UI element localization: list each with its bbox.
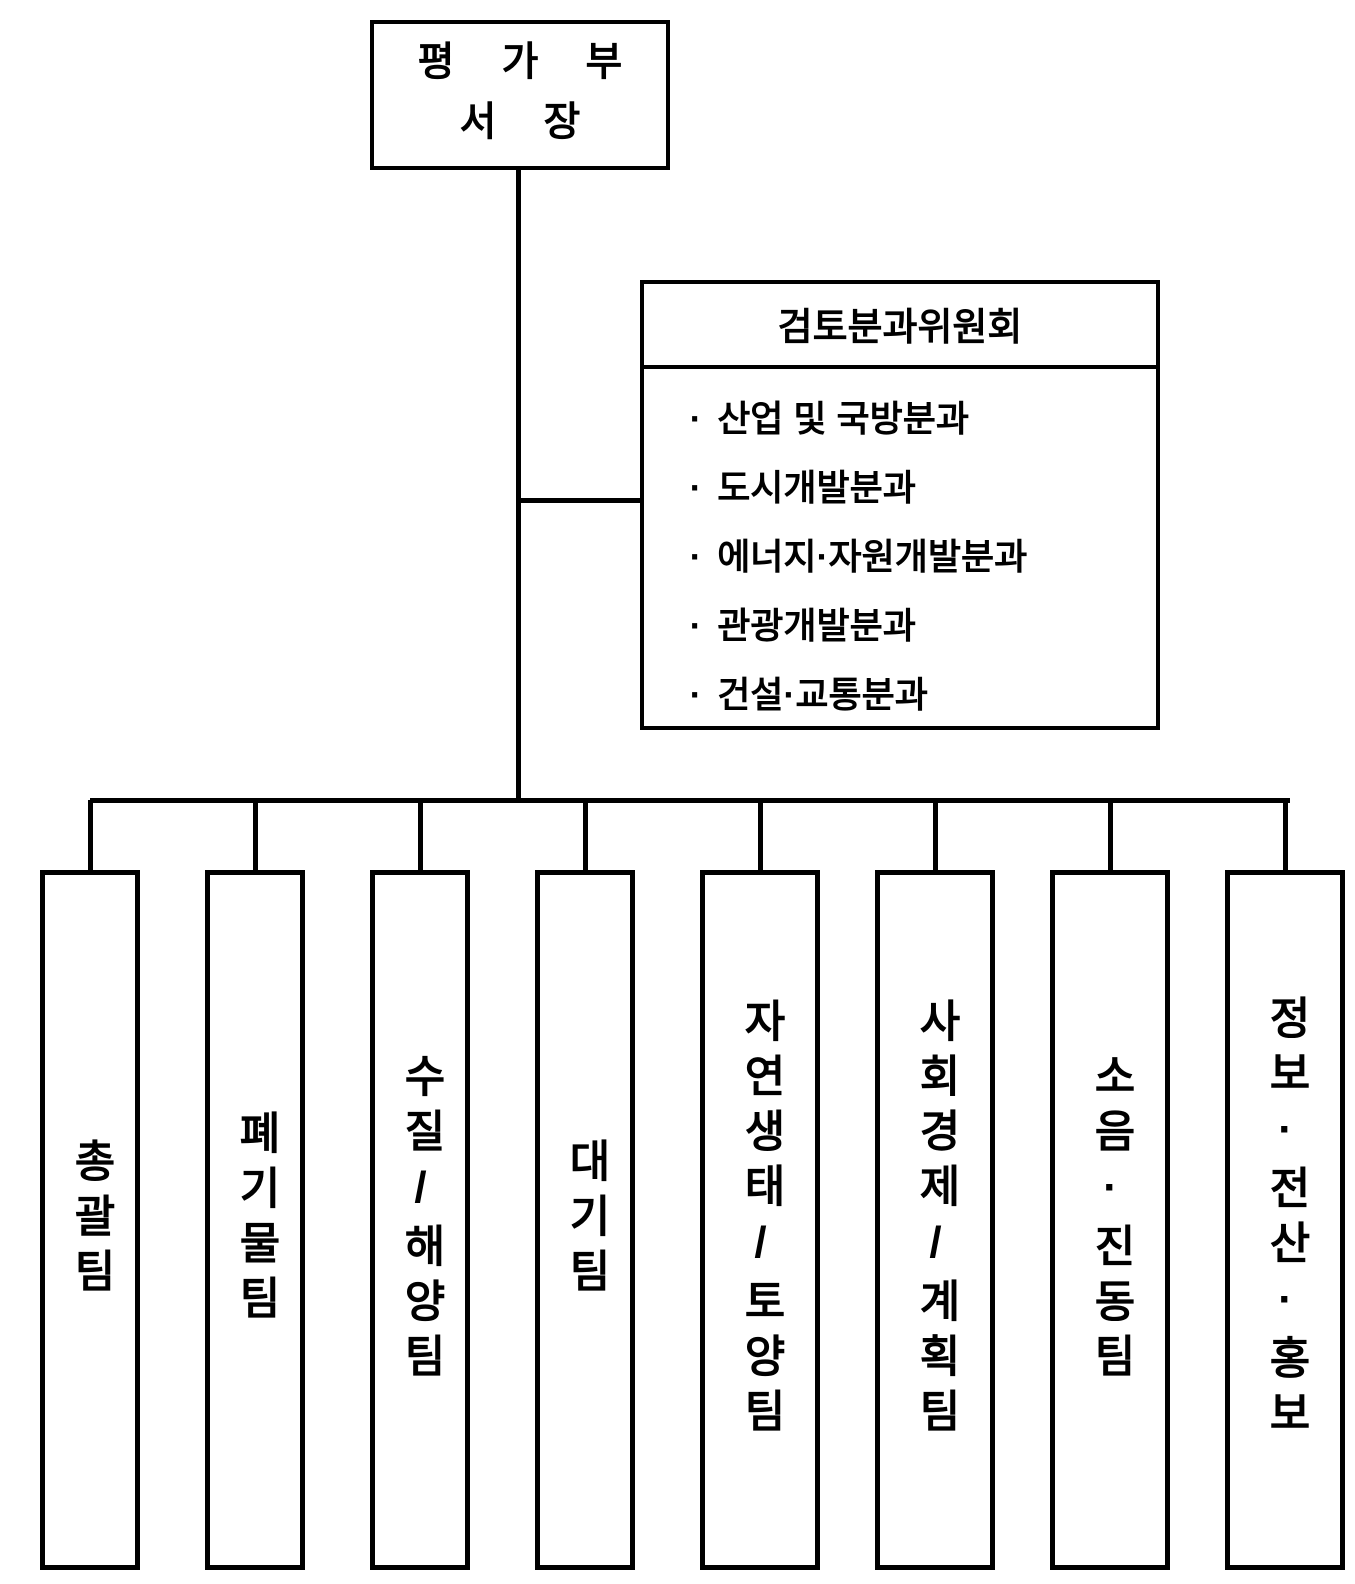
team-node: 사회경제/계획팀: [875, 870, 995, 1570]
connector: [583, 800, 588, 870]
team-label: 폐기물팀: [223, 1110, 287, 1330]
connector: [933, 800, 938, 870]
bullet-icon: ·: [674, 525, 717, 588]
bullet-icon: ·: [674, 594, 717, 657]
committee-item-label: 건설·교통분과: [717, 674, 928, 715]
connector: [1283, 800, 1288, 870]
committee-item-label: 에너지·자원개발분과: [717, 536, 1027, 577]
bullet-icon: ·: [674, 663, 717, 726]
committee-list: ·산업 및 국방분과·도시개발분과·에너지·자원개발분과·관광개발분과·건설·교…: [644, 369, 1156, 750]
connector: [516, 170, 521, 800]
connector: [253, 800, 258, 870]
committee-item: ·산업 및 국방분과: [674, 387, 1126, 450]
connector: [418, 800, 423, 870]
team-node: 폐기물팀: [205, 870, 305, 1570]
connector: [88, 800, 93, 870]
committee-title: 검토분과위원회: [644, 284, 1156, 369]
team-label: 사회경제/계획팀: [903, 998, 967, 1443]
root-line1: 평 가 부: [374, 32, 666, 92]
committee-item-label: 도시개발분과: [717, 467, 916, 508]
committee-item: ·에너지·자원개발분과: [674, 525, 1126, 588]
team-node: 정보·전산·홍보: [1225, 870, 1345, 1570]
team-node: 자연생태/토양팀: [700, 870, 820, 1570]
committee-item: ·건설·교통분과: [674, 663, 1126, 726]
team-label: 대기팀: [553, 1138, 617, 1303]
root-line2: 서 장: [374, 92, 666, 152]
team-node: 대기팀: [535, 870, 635, 1570]
bullet-icon: ·: [674, 456, 717, 519]
connector: [758, 800, 763, 870]
team-label: 총괄팀: [58, 1138, 122, 1303]
team-node: 총괄팀: [40, 870, 140, 1570]
org-chart: 평 가 부 서 장 검토분과위원회 ·산업 및 국방분과·도시개발분과·에너지·…: [0, 0, 1355, 1584]
team-label: 수질/해양팀: [388, 1053, 452, 1388]
team-label: 자연생태/토양팀: [728, 998, 792, 1443]
team-label: 소음·진동팀: [1078, 1053, 1142, 1388]
connector: [1108, 800, 1113, 870]
root-node: 평 가 부 서 장: [370, 20, 670, 170]
committee-item: ·관광개발분과: [674, 594, 1126, 657]
team-node: 소음·진동팀: [1050, 870, 1170, 1570]
committee-node: 검토분과위원회 ·산업 및 국방분과·도시개발분과·에너지·자원개발분과·관광개…: [640, 280, 1160, 730]
bullet-icon: ·: [674, 387, 717, 450]
committee-item-label: 관광개발분과: [717, 605, 916, 646]
team-label: 정보·전산·홍보: [1253, 995, 1317, 1445]
committee-item-label: 산업 및 국방분과: [717, 398, 969, 439]
committee-item: ·도시개발분과: [674, 456, 1126, 519]
connector: [518, 498, 640, 503]
team-node: 수질/해양팀: [370, 870, 470, 1570]
